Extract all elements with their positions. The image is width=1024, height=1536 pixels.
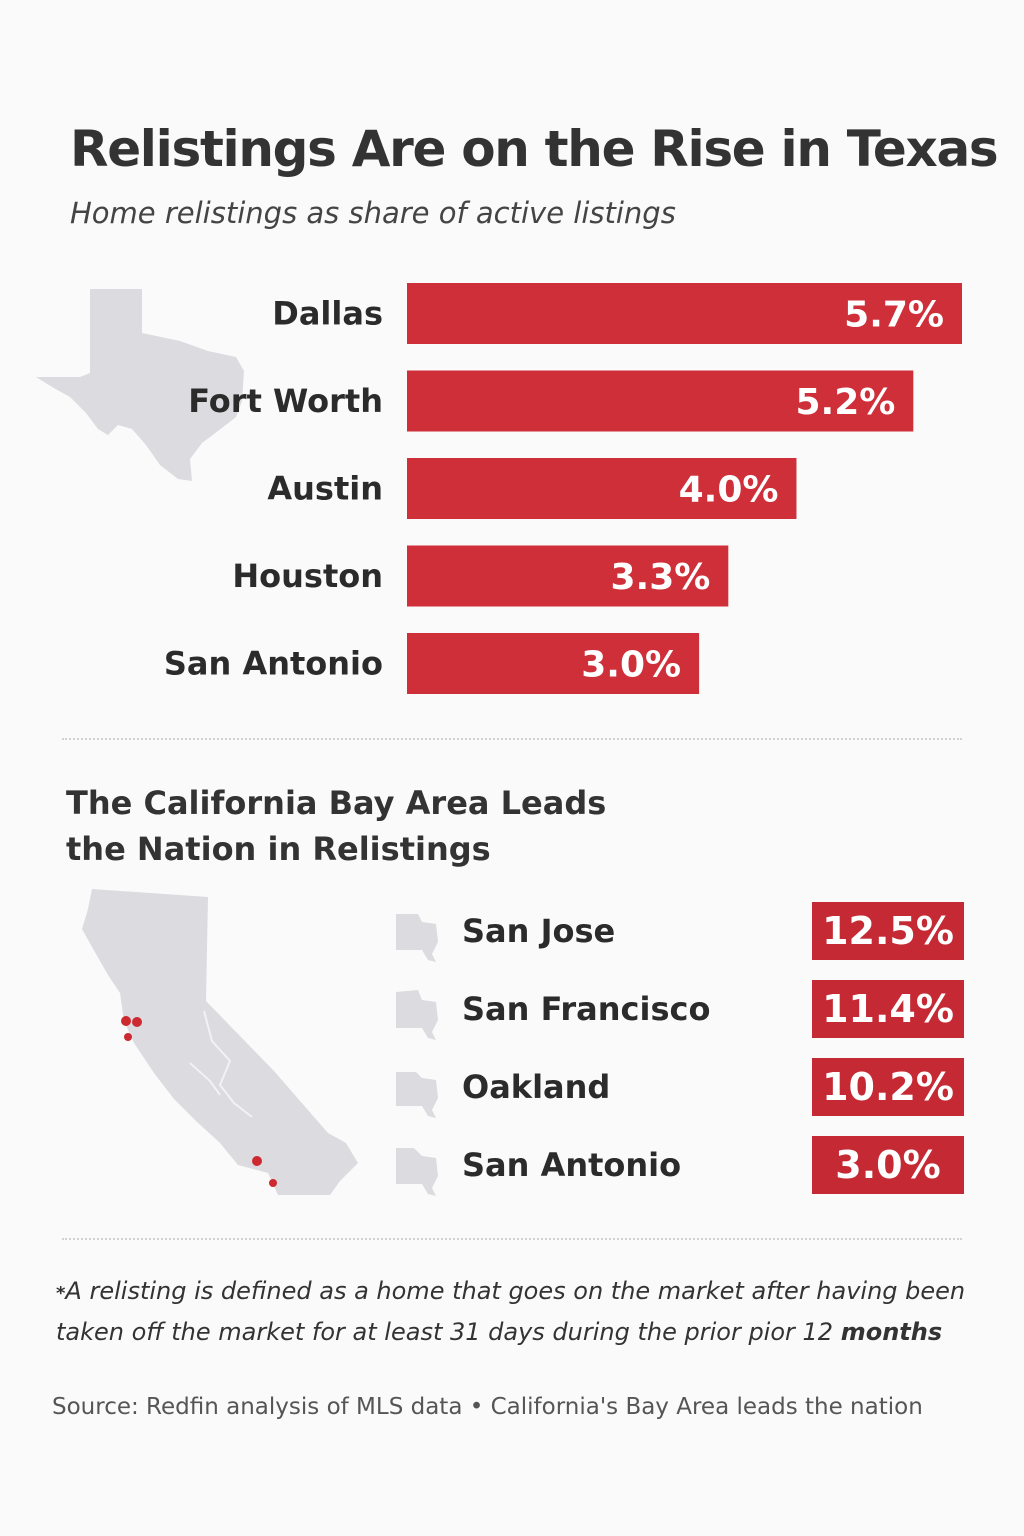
bar-value-label: 4.0% bbox=[679, 470, 779, 511]
bar-houston bbox=[407, 545, 729, 607]
bar-value-label: 3.3% bbox=[610, 557, 710, 598]
bay-row: San Antonio 3.0% bbox=[392, 1136, 964, 1196]
bay-row: San Francisco 11.4% bbox=[392, 980, 964, 1040]
bay-row: San Jose 12.5% bbox=[392, 902, 964, 962]
texas-map-icon bbox=[36, 289, 244, 481]
footnote-marker: * bbox=[56, 1283, 66, 1304]
bar-fort-worth bbox=[407, 370, 914, 432]
bar-category-label: Austin bbox=[267, 470, 383, 508]
city-silhouette-icon bbox=[396, 914, 438, 962]
bar-category-label: Dallas bbox=[272, 295, 383, 333]
bay-city-label: San Jose bbox=[462, 912, 616, 950]
city-silhouette-icon bbox=[396, 1072, 438, 1118]
bar-dallas bbox=[407, 283, 962, 344]
bar-san-antonio bbox=[407, 633, 700, 694]
section-divider bbox=[62, 738, 962, 740]
bay-value-badge: 11.4% bbox=[812, 980, 964, 1038]
bar-category-label: Fort Worth bbox=[188, 382, 383, 420]
bar-austin bbox=[407, 458, 797, 519]
bay-value-badge: 3.0% bbox=[812, 1136, 964, 1194]
california-map-icon bbox=[82, 889, 358, 1195]
bay-city-label: San Francisco bbox=[462, 990, 711, 1028]
bar-value-label: 5.7% bbox=[844, 295, 944, 336]
section-divider bbox=[62, 1238, 962, 1240]
bar-category-label: Houston bbox=[232, 557, 383, 595]
city-silhouette-icon bbox=[396, 990, 438, 1040]
bay-city-label: Oakland bbox=[462, 1068, 611, 1106]
footnote: *A relisting is defined as a home that g… bbox=[56, 1272, 976, 1352]
bay-row: Oakland 10.2% bbox=[392, 1058, 964, 1118]
bar-value-label: 3.0% bbox=[581, 645, 681, 686]
city-silhouette-icon bbox=[396, 1148, 438, 1196]
bay-city-label: San Antonio bbox=[462, 1146, 682, 1184]
footnote-text: A relisting is defined as a home that go… bbox=[56, 1277, 966, 1346]
bay-value-badge: 12.5% bbox=[812, 902, 964, 960]
footnote-emphasis: months bbox=[840, 1318, 943, 1346]
section2-title: The California Bay Area Leads the Nation… bbox=[66, 784, 607, 868]
bay-value-badge: 10.2% bbox=[812, 1058, 964, 1116]
source-note: Source: Redfin analysis of MLS data • Ca… bbox=[52, 1394, 923, 1420]
texas-bar-chart: Dallas 5.7% Fort Worth 5.2% Austin 4.0% Housto… bbox=[164, 283, 962, 694]
chart-title: Relistings Are on the Rise in Texas bbox=[70, 120, 999, 178]
bar-value-label: 5.2% bbox=[795, 382, 895, 423]
bar-category-label: San Antonio bbox=[164, 645, 383, 683]
chart-subtitle: Home relistings as share of active listi… bbox=[70, 196, 676, 230]
